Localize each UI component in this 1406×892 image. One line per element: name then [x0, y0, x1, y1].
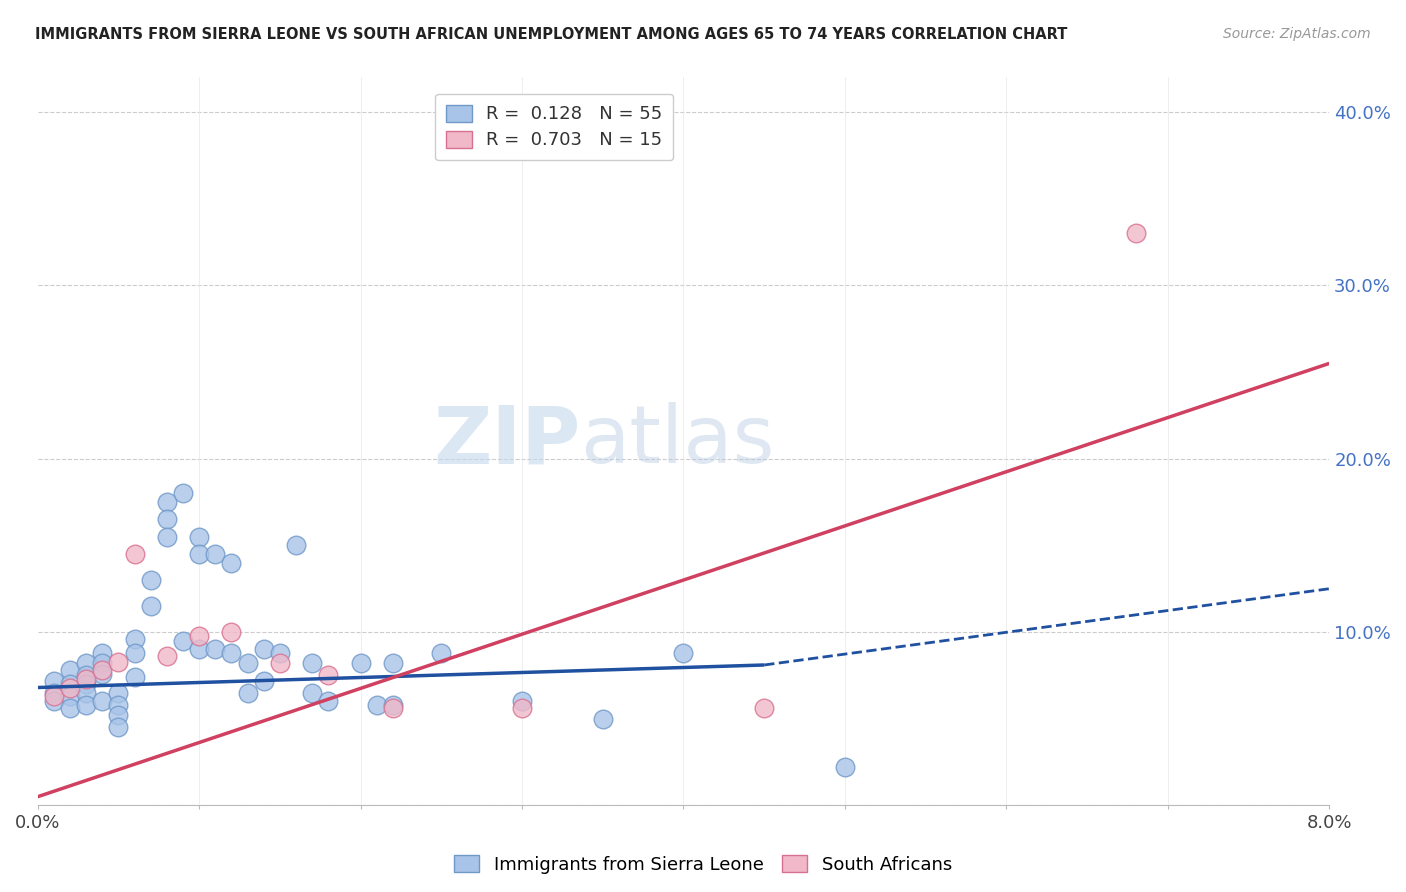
Legend: R =  0.128   N = 55, R =  0.703   N = 15: R = 0.128 N = 55, R = 0.703 N = 15	[436, 94, 673, 161]
Point	[107, 686, 129, 700]
Point	[156, 530, 179, 544]
Point	[172, 486, 194, 500]
Point	[253, 642, 276, 657]
Point	[221, 556, 243, 570]
Point	[381, 701, 404, 715]
Point	[381, 657, 404, 671]
Point	[42, 673, 65, 688]
Text: Source: ZipAtlas.com: Source: ZipAtlas.com	[1223, 27, 1371, 41]
Point	[139, 573, 162, 587]
Point	[107, 655, 129, 669]
Point	[301, 657, 323, 671]
Point	[156, 512, 179, 526]
Point	[510, 694, 533, 708]
Point	[124, 547, 146, 561]
Point	[139, 599, 162, 613]
Point	[204, 547, 226, 561]
Point	[188, 530, 211, 544]
Point	[366, 698, 388, 712]
Point	[75, 677, 97, 691]
Point	[1125, 227, 1147, 241]
Point	[91, 694, 114, 708]
Point	[754, 701, 776, 715]
Point	[204, 642, 226, 657]
Point	[75, 672, 97, 686]
Point	[124, 632, 146, 646]
Point	[221, 625, 243, 640]
Point	[236, 657, 259, 671]
Point	[59, 689, 82, 703]
Point	[91, 657, 114, 671]
Point	[592, 712, 614, 726]
Point	[75, 686, 97, 700]
Point	[124, 646, 146, 660]
Point	[269, 646, 291, 660]
Point	[156, 649, 179, 664]
Point	[59, 663, 82, 677]
Point	[59, 701, 82, 715]
Point	[316, 694, 339, 708]
Text: atlas: atlas	[581, 402, 775, 481]
Point	[172, 633, 194, 648]
Point	[834, 760, 856, 774]
Point	[285, 538, 308, 552]
Text: ZIP: ZIP	[433, 402, 581, 481]
Point	[236, 686, 259, 700]
Point	[430, 646, 453, 660]
Point	[301, 686, 323, 700]
Point	[221, 646, 243, 660]
Point	[188, 642, 211, 657]
Point	[316, 668, 339, 682]
Point	[156, 495, 179, 509]
Point	[188, 628, 211, 642]
Point	[91, 646, 114, 660]
Point	[381, 698, 404, 712]
Point	[510, 701, 533, 715]
Point	[59, 681, 82, 695]
Point	[91, 666, 114, 681]
Point	[42, 694, 65, 708]
Point	[59, 677, 82, 691]
Point	[269, 657, 291, 671]
Point	[107, 720, 129, 734]
Point	[75, 657, 97, 671]
Point	[107, 708, 129, 723]
Point	[253, 673, 276, 688]
Point	[91, 663, 114, 677]
Text: IMMIGRANTS FROM SIERRA LEONE VS SOUTH AFRICAN UNEMPLOYMENT AMONG AGES 65 TO 74 Y: IMMIGRANTS FROM SIERRA LEONE VS SOUTH AF…	[35, 27, 1067, 42]
Point	[107, 698, 129, 712]
Point	[124, 670, 146, 684]
Point	[42, 686, 65, 700]
Legend: Immigrants from Sierra Leone, South Africans: Immigrants from Sierra Leone, South Afri…	[447, 848, 959, 881]
Point	[188, 547, 211, 561]
Point	[349, 657, 371, 671]
Point	[42, 689, 65, 703]
Point	[75, 668, 97, 682]
Point	[672, 646, 695, 660]
Point	[75, 698, 97, 712]
